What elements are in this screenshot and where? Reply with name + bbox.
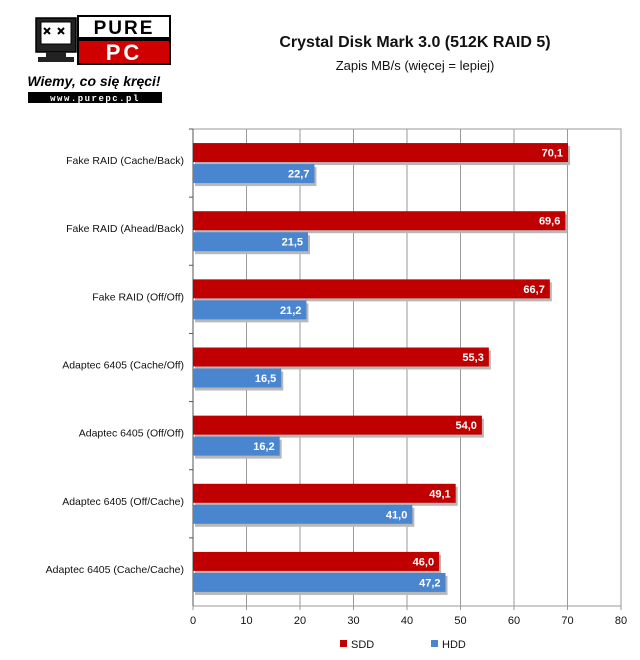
category-label: Fake RAID (Off/Off) <box>92 291 184 303</box>
bar-sdd <box>193 211 566 231</box>
x-tick-label: 80 <box>615 615 627 627</box>
legend-label: HDD <box>442 639 466 651</box>
data-label: 70,1 <box>542 148 563 160</box>
data-label: 49,1 <box>429 488 450 500</box>
data-label: 69,6 <box>539 216 560 228</box>
logo-word-pc: PC <box>106 40 143 65</box>
data-label: 22,7 <box>288 169 309 181</box>
bar-hdd <box>193 572 446 592</box>
bar-hdd <box>193 504 413 524</box>
category-label: Adaptec 6405 (Off/Cache) <box>62 496 184 508</box>
x-tick-label: 20 <box>294 615 306 627</box>
data-label: 16,5 <box>255 373 276 385</box>
data-label: 21,2 <box>280 305 301 317</box>
bar-hdd <box>193 368 282 388</box>
bar-sdd <box>193 279 550 299</box>
legend-label: SDD <box>351 639 374 651</box>
data-label: 55,3 <box>462 352 483 364</box>
data-label: 46,0 <box>413 556 434 568</box>
x-tick-label: 50 <box>454 615 466 627</box>
legend-swatch-sdd <box>340 640 347 647</box>
data-label: 16,2 <box>253 441 274 453</box>
logo-tagline: Wiemy, co się kręci! <box>27 73 161 89</box>
x-tick-label: 10 <box>240 615 252 627</box>
category-label: Fake RAID (Cache/Back) <box>66 155 184 167</box>
data-label: 41,0 <box>386 509 407 521</box>
bar-sdd <box>193 143 569 163</box>
category-label: Adaptec 6405 (Off/Off) <box>79 428 184 440</box>
x-tick-label: 70 <box>561 615 573 627</box>
x-tick-label: 30 <box>347 615 359 627</box>
data-label: 66,7 <box>523 284 544 296</box>
chart-title: Crystal Disk Mark 3.0 (512K RAID 5) <box>279 34 551 51</box>
bar-hdd <box>193 300 307 320</box>
legend-swatch-hdd <box>431 640 438 647</box>
x-tick-label: 40 <box>401 615 413 627</box>
data-label: 47,2 <box>419 577 440 589</box>
logo-url: www.purepc.pl <box>50 94 140 104</box>
data-label: 21,5 <box>282 237 303 249</box>
bar-sdd <box>193 551 440 571</box>
bar-sdd <box>193 483 456 503</box>
logo-computer-icon <box>35 17 77 62</box>
chart-subtitle: Zapis MB/s (więcej = lepiej) <box>335 58 495 73</box>
x-tick-label: 60 <box>508 615 520 627</box>
logo-wordmark <box>77 15 171 65</box>
x-tick-label: 0 <box>190 615 196 627</box>
bar-hdd <box>193 232 309 252</box>
bar-hdd <box>193 164 315 184</box>
category-label: Adaptec 6405 (Cache/Cache) <box>46 564 184 576</box>
logo-word-pure: PURE <box>94 18 155 39</box>
category-label: Fake RAID (Ahead/Back) <box>66 223 184 235</box>
bar-sdd <box>193 347 489 367</box>
bar-hdd <box>193 436 280 456</box>
category-label: Adaptec 6405 (Cache/Off) <box>62 360 184 372</box>
data-label: 54,0 <box>455 420 476 432</box>
purepc-logo: PURE PC Wiemy, co się kręci! www.purepc.… <box>27 15 171 104</box>
bar-sdd <box>193 415 482 435</box>
